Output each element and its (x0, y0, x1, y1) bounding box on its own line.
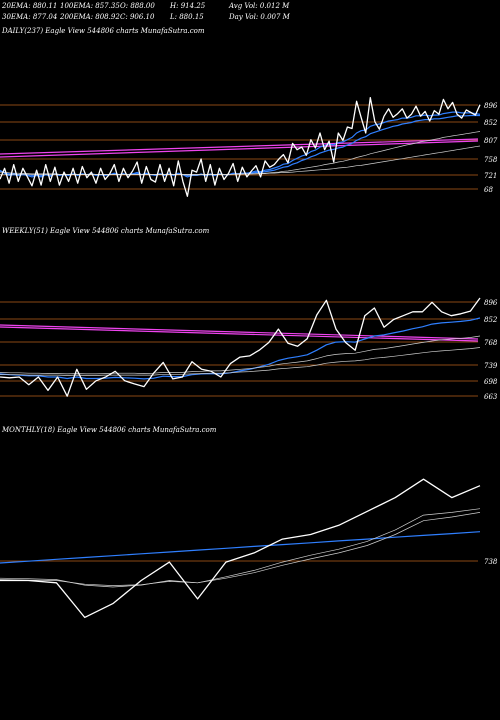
level-label: 721 (484, 172, 497, 180)
series-price (0, 297, 481, 397)
series-ema-long2 (0, 512, 481, 586)
trend-line (0, 138, 479, 155)
level-label: 739 (484, 362, 498, 370)
low-value: L: 880.15 (170, 13, 204, 21)
weekly-chart-panel: WEEKLY(51) Eagle View 544806 charts Muna… (0, 215, 500, 415)
monthly-chart-title: MONTHLY(18) Eagle View 544806 charts Mun… (2, 426, 217, 434)
level-label: 68 (484, 186, 493, 194)
level-label: 807 (484, 137, 498, 145)
close-value: C: 906.10 (120, 13, 155, 21)
series-ema-long (0, 508, 481, 588)
weekly-chart-svg: 896 852 768 739 698 663 (0, 297, 498, 401)
level-label: 663 (484, 393, 498, 401)
level-label: 852 (484, 119, 498, 127)
level-label: 758 (484, 156, 498, 164)
open-value: O: 888.00 (120, 2, 155, 10)
ema30-value: 30EMA: 877.04 (2, 13, 58, 21)
series-price (0, 478, 481, 619)
daily-chart-title: DAILY(237) Eagle View 544806 charts Muna… (2, 27, 205, 35)
level-label: 768 (484, 339, 498, 347)
series-ema-short (0, 531, 481, 564)
daily-chart-svg: 896 852 807 758 721 68 (0, 96, 498, 197)
monthly-chart-panel: MONTHLY(18) Eagle View 544806 charts Mun… (0, 415, 500, 715)
ema100-value: 100EMA: 857.35 (60, 2, 120, 10)
weekly-chart-title: WEEKLY(51) Eagle View 544806 charts Muna… (2, 227, 210, 235)
level-label: 698 (484, 378, 498, 386)
trend-line (0, 324, 479, 340)
level-label: 738 (484, 558, 498, 566)
series-ema100 (0, 131, 481, 176)
series-ema30 (0, 114, 480, 176)
level-label: 896 (484, 102, 498, 110)
level-label: 896 (484, 299, 498, 307)
trend-line (0, 140, 479, 158)
series-ema-long (0, 335, 481, 375)
ema20-value: 20EMA: 880.11 (2, 2, 58, 10)
series-price (0, 96, 481, 197)
avg-vol-value: Avg Vol: 0.012 M (229, 2, 290, 10)
monthly-chart-svg: 738 (0, 478, 498, 619)
daily-chart-panel: DAILY(237) Eagle View 544806 charts Muna… (0, 0, 500, 215)
ema200-value: 200EMA: 808.92 (60, 13, 120, 21)
high-value: H: 914.25 (170, 2, 206, 10)
trend-line (0, 326, 479, 342)
level-label: 852 (484, 316, 498, 324)
series-ema-short (0, 317, 481, 380)
day-vol-value: Day Vol: 0.007 M (229, 13, 290, 21)
